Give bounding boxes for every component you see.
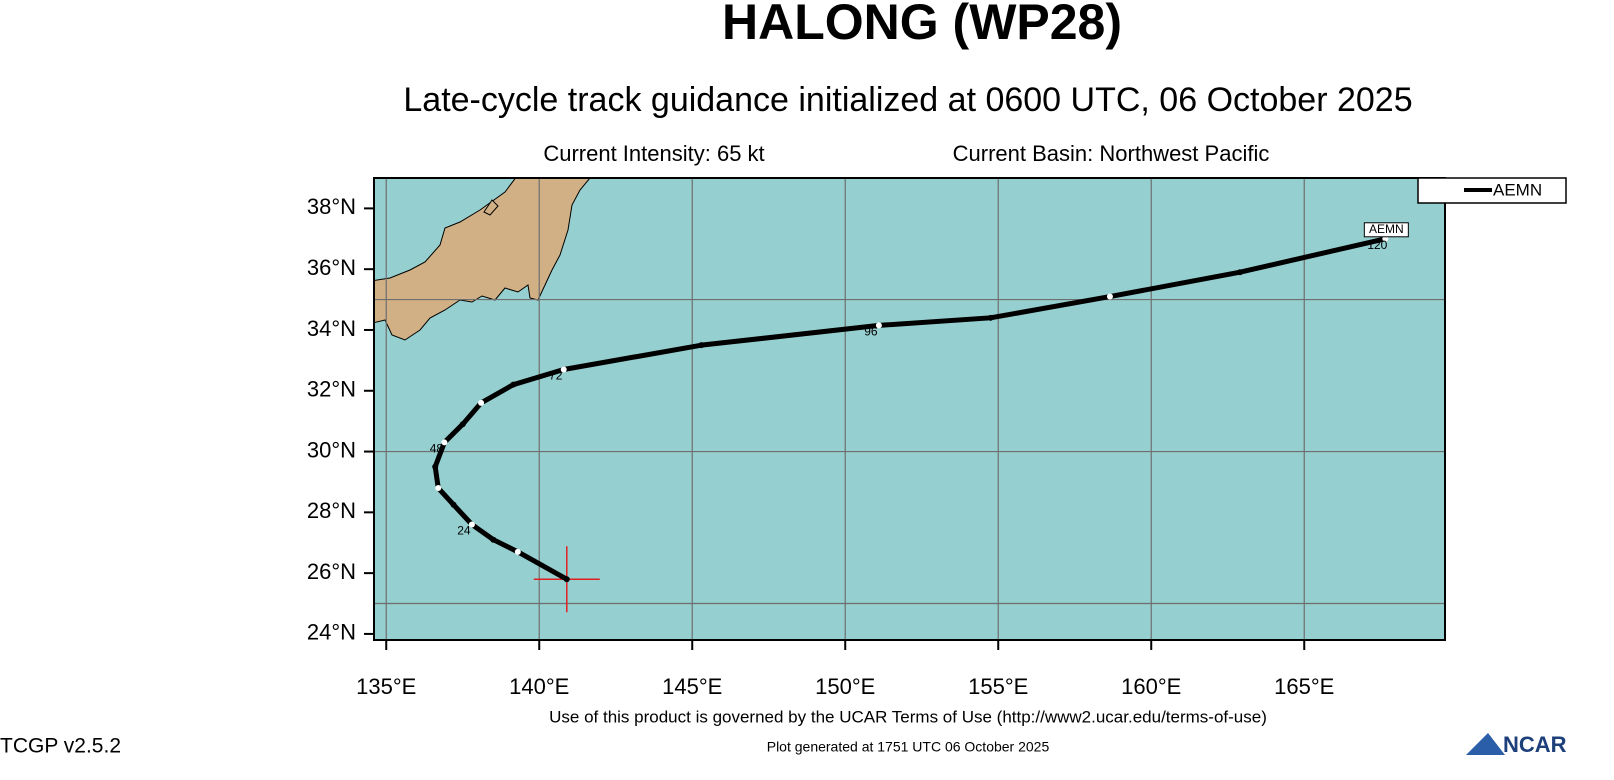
track-point: [478, 399, 485, 406]
track-point: [490, 536, 497, 543]
x-tick-label: 145°E: [662, 674, 722, 699]
x-tick-label: 150°E: [815, 674, 875, 699]
track: [432, 236, 1386, 582]
y-tick-label: 36°N: [307, 255, 356, 280]
track-point: [875, 322, 882, 329]
x-tick-label: 140°E: [509, 674, 569, 699]
footer: Use of this product is governed by the U…: [549, 707, 1267, 726]
basin: Current Basin: Northwest Pacific: [953, 141, 1270, 166]
hour-label: 120: [1367, 238, 1387, 252]
x-tick-label: 160°E: [1121, 674, 1181, 699]
track-point: [514, 548, 521, 555]
y-tick-label: 26°N: [307, 559, 356, 584]
logo: NCAR: [1503, 732, 1567, 757]
storm-label: AEMN: [1369, 222, 1404, 236]
track-point: [560, 366, 567, 373]
track-point: [432, 463, 439, 470]
hour-label: 24: [457, 524, 471, 538]
hour-label: 48: [430, 442, 444, 456]
plot-frame: [373, 177, 1446, 641]
chart-subtitle: Late-cycle track guidance initialized at…: [403, 81, 1412, 119]
y-tick-label: 30°N: [307, 437, 356, 462]
track-point: [698, 342, 705, 349]
track-point: [441, 439, 448, 446]
logo-mark: [1466, 733, 1505, 755]
generated: Plot generated at 1751 UTC 06 October 20…: [767, 739, 1050, 755]
y-tick-label: 38°N: [307, 194, 356, 219]
y-tick-label: 32°N: [307, 377, 356, 402]
track-point: [510, 381, 517, 388]
track-point: [459, 421, 466, 428]
track-point: [450, 501, 457, 508]
x-tick-label: 135°E: [356, 674, 416, 699]
y-tick-label: 28°N: [307, 498, 356, 523]
track-point: [435, 485, 442, 492]
intensity: Current Intensity: 65 kt: [543, 141, 764, 166]
x-tick-label: 165°E: [1274, 674, 1334, 699]
track-point: [987, 314, 994, 321]
version: TCGP v2.5.2: [0, 735, 121, 758]
chart-title: HALONG (WP28): [722, 0, 1122, 50]
x-tick-label: 155°E: [968, 674, 1028, 699]
legend-label: AEMN: [1493, 180, 1542, 199]
y-tick-label: 24°N: [307, 620, 356, 645]
storm-label-box: [1363, 222, 1409, 238]
track-point: [563, 576, 570, 583]
hour-label: 96: [864, 325, 878, 339]
hour-label: 72: [549, 369, 563, 383]
track-point: [1236, 269, 1243, 276]
track-point: [468, 521, 475, 528]
track-point: [1106, 293, 1113, 300]
y-tick-label: 34°N: [307, 316, 356, 341]
